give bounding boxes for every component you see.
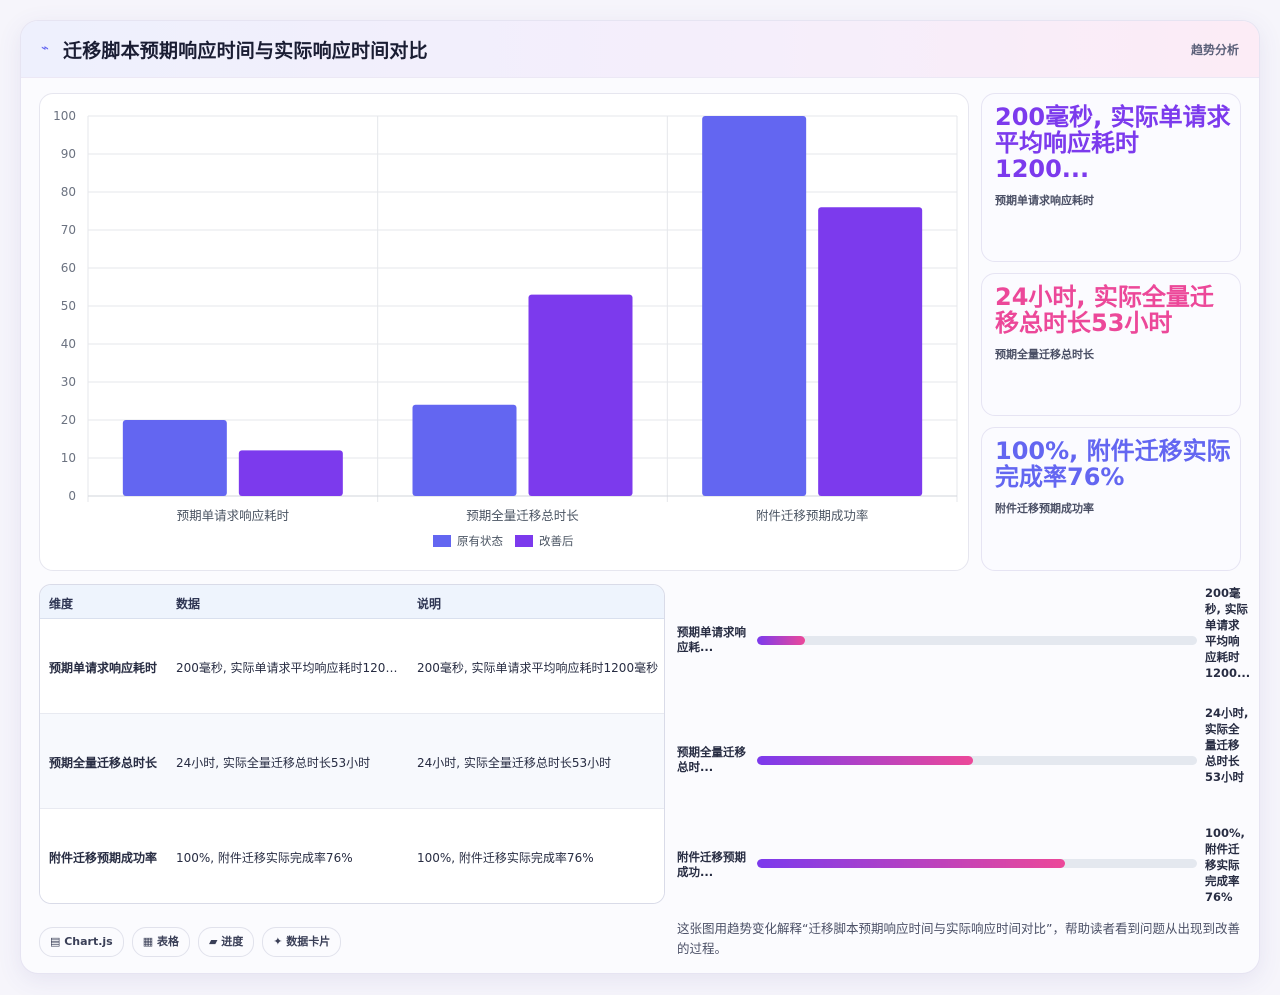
y-tick-label: 60 [61,261,76,275]
bar-baseline [412,404,517,496]
bar-improved [238,450,343,496]
stat-card-label: 附件迁移预期成功率 [995,502,1094,515]
chip-chartjs[interactable]: ▤ Chart.js [39,927,124,957]
table-row: 附件迁移预期成功率 100%, 附件迁移实际完成率76% 100%, 附件迁移实… [40,809,664,903]
tech-chips: ▤ Chart.js ▦ 表格 ▰ 进度 ✦ 数据卡片 [39,927,349,957]
y-tick-label: 30 [61,375,76,389]
bar-chart: 0 10 20 30 40 50 60 70 80 90 100 预期单请求响应耗时 预期全量迁移总时长… [53,109,958,548]
legend-swatch [433,535,451,547]
y-tick-label: 0 [68,489,76,503]
table-header-data: 数据 [176,597,201,611]
stat-card-value: 100%, 附件迁移实际完成率76% [995,437,1231,491]
legend-label: 原有状态 [457,534,503,548]
bar-improved [818,207,923,496]
progress-value: 100%, 附件迁移实际完成率76% [1205,826,1245,904]
trend-icon: ⌁ [41,41,49,56]
table-cell-note: 100%, 附件迁移实际完成率76% [417,851,594,865]
stat-card-label: 预期全量迁移总时长 [995,348,1094,361]
stat-card-value: 24小时, 实际全量迁移总时长53小时 [995,283,1214,337]
progress-fill [757,756,973,765]
table-cell-dimension: 预期单请求响应耗时 [49,661,158,675]
bar-baseline [122,420,227,496]
stat-card-total-duration: 24小时, 实际全量迁移总时长53小时 预期全量迁移总时长 [981,273,1241,416]
y-tick-label: 40 [61,337,76,351]
x-tick-label: 预期全量迁移总时长 [466,508,579,523]
bar-chart-panel: 0 10 20 30 40 50 60 70 80 90 100 预期单请求响应耗时 预期全量迁移总时长… [39,93,969,571]
progress-label: 附件迁移预期成功... [677,850,746,879]
table-header-dimension: 维度 [49,597,74,611]
table-header-note: 说明 [417,597,442,611]
y-tick-label: 70 [61,223,76,237]
progress-label: 预期单请求响应耗... [677,625,746,654]
x-tick-label: 预期单请求响应耗时 [177,508,290,523]
chart-description: 这张图用趋势变化解释“迁移脚本预期响应时间与实际响应时间对比”，帮助读者看到问题… [677,921,1240,956]
table-cell-dimension: 预期全量迁移总时长 [49,756,158,770]
stat-card-value: 200毫秒, 实际单请求平均响应耗时1200... [995,103,1231,183]
y-tick-label: 10 [61,451,76,465]
dashboard-frame: ⌁ 迁移脚本预期响应时间与实际响应时间对比 趋势分析 0 10 20 30 40 50 60… [20,20,1260,974]
y-tick-label: 90 [61,147,76,161]
stat-card-response-time: 200毫秒, 实际单请求平均响应耗时1200... 预期单请求响应耗时 [981,93,1241,262]
legend-swatch [515,535,533,547]
header: ⌁ 迁移脚本预期响应时间与实际响应时间对比 趋势分析 [21,21,1259,78]
progress-fill [757,636,806,645]
chip-data-cards[interactable]: ✦ 数据卡片 [262,927,342,957]
legend-label: 改善后 [539,534,574,548]
progress-track [757,859,1197,868]
y-tick-label: 50 [61,299,76,313]
page-title: 迁移脚本预期响应时间与实际响应时间对比 [63,40,428,62]
table-cell-dimension: 附件迁移预期成功率 [49,851,158,865]
y-tick-label: 80 [61,185,76,199]
bar-improved [528,294,633,496]
progress-label: 预期全量迁移总时... [677,745,746,774]
table-row: 预期全量迁移总时长 24小时, 实际全量迁移总时长53小时 24小时, 实际全量… [40,714,664,809]
progress-fill [757,859,1065,868]
analysis-tag: 趋势分析 [1190,43,1239,57]
stat-card-label: 预期单请求响应耗时 [995,194,1094,207]
table-row: 预期单请求响应耗时 200毫秒, 实际单请求平均响应耗时1200毫秒 200毫秒… [40,619,664,714]
chip-progress[interactable]: ▰ 进度 [197,927,255,957]
table-cell-note: 24小时, 实际全量迁移总时长53小时 [417,756,612,770]
progress-value: 24小时, 实际全量迁移总时长53小时 [1205,706,1249,784]
table-cell-data: 24小时, 实际全量迁移总时长53小时 [176,756,371,770]
y-tick-label: 20 [61,413,76,427]
data-table: 维度 数据 说明 预期单请求响应耗时 200毫秒, 实际单请求平均响应耗时120… [39,584,665,904]
x-tick-label: 附件迁移预期成功率 [756,508,869,523]
stat-card-success-rate: 100%, 附件迁移实际完成率76% 附件迁移预期成功率 [981,427,1241,571]
table-header: 维度 数据 说明 [40,585,664,619]
y-tick-label: 100 [53,109,76,123]
progress-track [757,756,1197,765]
table-cell-data: 100%, 附件迁移实际完成率76% [176,851,353,865]
progress-value: 200毫秒, 实际单请求平均响应耗时1200... [1205,586,1251,680]
progress-track [757,636,1197,645]
table-cell-note: 200毫秒, 实际单请求平均响应耗时1200毫秒 [417,661,659,675]
table-cell-data: 200毫秒, 实际单请求平均响应耗时1200毫秒 [176,661,400,675]
chip-table[interactable]: ▦ 表格 [131,927,190,957]
bar-baseline [702,116,807,496]
